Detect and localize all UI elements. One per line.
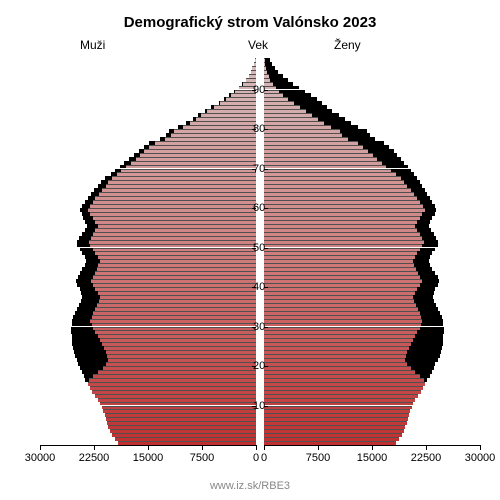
pyramid-chart: Demografický strom Valónsko 2023 Muži Ve… <box>0 0 500 500</box>
